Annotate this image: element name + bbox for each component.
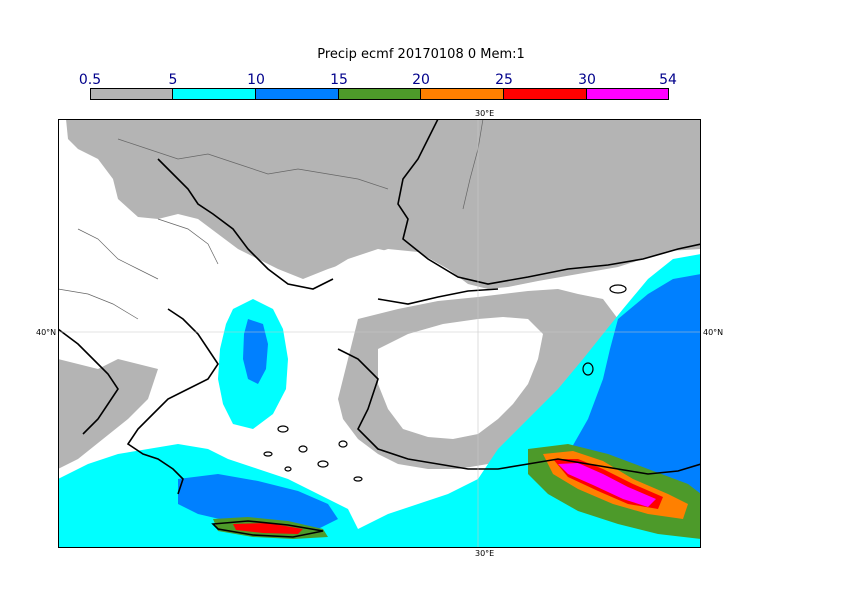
colorbar-tick: 10 <box>247 72 265 88</box>
precip-magenta-east <box>558 463 656 507</box>
coastline-crete <box>211 520 324 538</box>
map-title: Precip ecmf 20170108 0 Mem:1 <box>317 47 525 62</box>
colorbar-tick: 54 <box>659 72 677 88</box>
precipitation-map <box>58 119 701 548</box>
lat-label-right: 40°N <box>703 328 724 337</box>
colorbar-bin-4 <box>338 88 421 100</box>
colorbar-tick: 30 <box>578 72 596 88</box>
colorbar-tick: 5 <box>168 72 178 88</box>
country-borders <box>58 119 484 320</box>
aegean-islands <box>263 284 627 482</box>
colorbar-bin-2 <box>172 88 256 100</box>
colorbar-tick: 25 <box>495 72 513 88</box>
coastline-north <box>157 158 334 290</box>
precip-grey-north <box>66 119 701 289</box>
precip-blue-aegean <box>243 319 268 384</box>
coastline-black-sea <box>397 119 701 285</box>
lon-label-top: 30°E <box>475 109 495 118</box>
lat-label-left: 40°N <box>36 328 57 337</box>
colorbar-tick: 15 <box>330 72 348 88</box>
colorbar-bin-5 <box>420 88 504 100</box>
colorbar-bin-7 <box>586 88 669 100</box>
colorbar-tick: 0.5 <box>78 72 102 88</box>
land-white-balkans <box>58 169 258 369</box>
precip-blue-south <box>178 474 338 531</box>
colorbar-bin-1 <box>90 88 173 100</box>
coastline-greece <box>126 308 219 495</box>
colorbar-bin-6 <box>503 88 587 100</box>
land-white-bulgaria <box>323 249 438 304</box>
coastline-balkans <box>58 328 119 435</box>
land-white-anatolia <box>378 317 543 439</box>
precip-red-crete <box>233 523 303 534</box>
colorbar-bin-3 <box>255 88 339 100</box>
map-frame <box>58 119 701 548</box>
colorbar-tick: 20 <box>412 72 430 88</box>
precip-grey-south <box>58 359 158 469</box>
lon-label-bottom: 30°E <box>475 549 495 558</box>
